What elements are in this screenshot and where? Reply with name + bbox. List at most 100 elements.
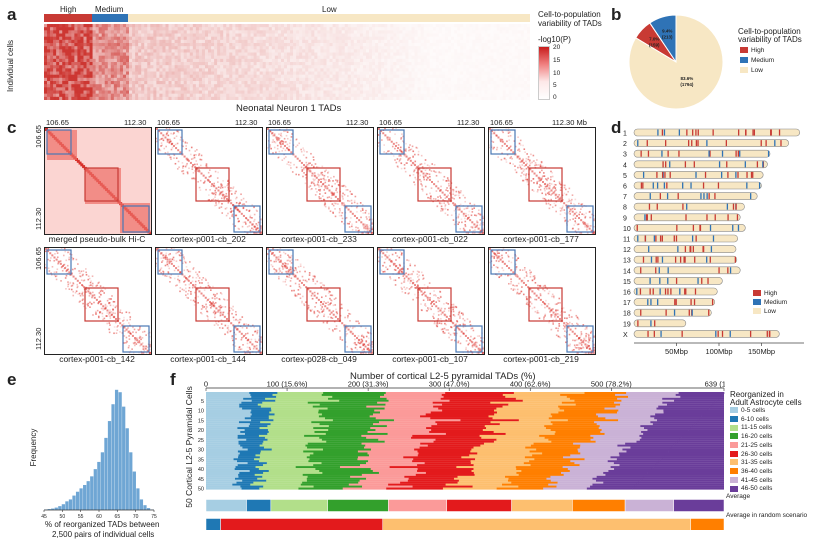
hic-pixel [363,230,366,233]
heatmap-cell [113,43,118,47]
heatmap-cell [98,30,103,34]
heatmap-cell [195,39,200,44]
heatmap-cell [250,39,254,44]
heatmap-cell [372,46,376,50]
hic-pixel [256,232,259,234]
heatmap-cell [62,90,66,94]
hic-map [44,127,152,235]
hic-pixel [255,232,258,234]
heatmap-cell [466,36,470,41]
heatmap-cell [502,81,506,85]
hic-diagonal-pixel [247,219,250,222]
hic-pixel [159,149,162,152]
heatmap-cell [283,46,288,50]
heatmap-cell [384,65,388,69]
heatmap-cell [147,71,151,75]
heatmap-cell [338,96,342,100]
heatmap-cell [338,93,342,98]
heatmap-cell [156,93,160,98]
heatmap-cell [511,27,516,31]
heatmap-cell [417,90,421,94]
heatmap-cell [226,33,230,37]
heatmap-cell [50,30,54,34]
heatmap-cell [53,90,57,94]
heatmap-cell [201,74,206,79]
heatmap-cell [229,81,233,85]
heatmap-cell [384,39,388,44]
heatmap-cell [396,58,400,63]
heatmap-cell [138,65,142,69]
heatmap-cell [47,49,51,53]
heatmap-cell [253,39,257,44]
panel-a-colorbar-tick-15: 15 [553,57,561,64]
heatmap-cell [435,65,440,69]
heatmap-cell [171,68,175,72]
heatmap-cell [268,49,273,53]
heatmap-cell [198,39,203,44]
heatmap-cell [189,84,194,88]
hic-pixel [363,227,365,229]
panel-a-legend-title-2: variability of TADs [538,19,602,28]
hic-pixel [260,219,262,222]
heatmap-cell [496,93,500,98]
hic-pixel [281,149,284,152]
heatmap-cell [65,96,69,100]
hic-pixel [476,220,478,222]
heatmap-cell [365,62,370,66]
heatmap-cell [390,71,394,75]
heatmap-cell [56,52,60,56]
heatmap-cell [238,55,242,60]
heatmap-cell [153,58,157,63]
heatmap-cell [110,24,115,28]
heatmap-cell [59,87,63,91]
heatmap-cell [107,58,112,63]
heatmap-cell [174,27,178,31]
heatmap-cell [238,84,242,88]
heatmap-cell [335,93,339,98]
heatmap-cell [204,90,209,94]
heatmap-cell [490,68,494,72]
heatmap-cell [150,52,154,56]
heatmap-cell [290,49,294,53]
heatmap-cell [226,84,230,88]
heatmap-cell [511,55,516,60]
heatmap-cell [356,24,361,28]
hic-pixel [208,199,211,201]
heatmap-cell [423,71,428,75]
heatmap-cell [265,90,270,94]
hic-pixel [276,147,279,150]
heatmap-cell [101,46,106,50]
heatmap-cell [426,24,431,28]
heatmap-cell [502,90,506,94]
hic-pixel [459,191,462,194]
heatmap-cell [441,49,446,53]
heatmap-cell [271,55,276,60]
heatmap-cell [95,39,99,44]
heatmap-cell [502,24,506,28]
hic-pixel [305,178,308,181]
heatmap-cell [259,49,263,53]
heatmap-cell [68,62,72,66]
heatmap-cell [287,96,291,100]
heatmap-cell [177,87,181,91]
heatmap-cell [132,84,136,88]
heatmap-cell [329,65,333,69]
heatmap-cell [526,27,530,31]
hic-diagonal-pixel [249,221,252,224]
heatmap-cell [268,30,273,34]
heatmap-cell [526,81,530,85]
hic-pixel [283,137,286,140]
heatmap-cell [247,39,251,44]
heatmap-cell [116,81,121,85]
heatmap-cell [435,46,440,50]
heatmap-cell [186,52,191,56]
heatmap-cell [217,43,221,47]
hic-pixel [439,202,441,205]
heatmap-cell [192,74,197,79]
heatmap-cell [101,30,106,34]
hic-pixel [246,225,249,228]
heatmap-cell [478,77,482,82]
heatmap-cell [341,77,346,82]
heatmap-cell [314,33,318,37]
heatmap-cell [447,43,452,47]
